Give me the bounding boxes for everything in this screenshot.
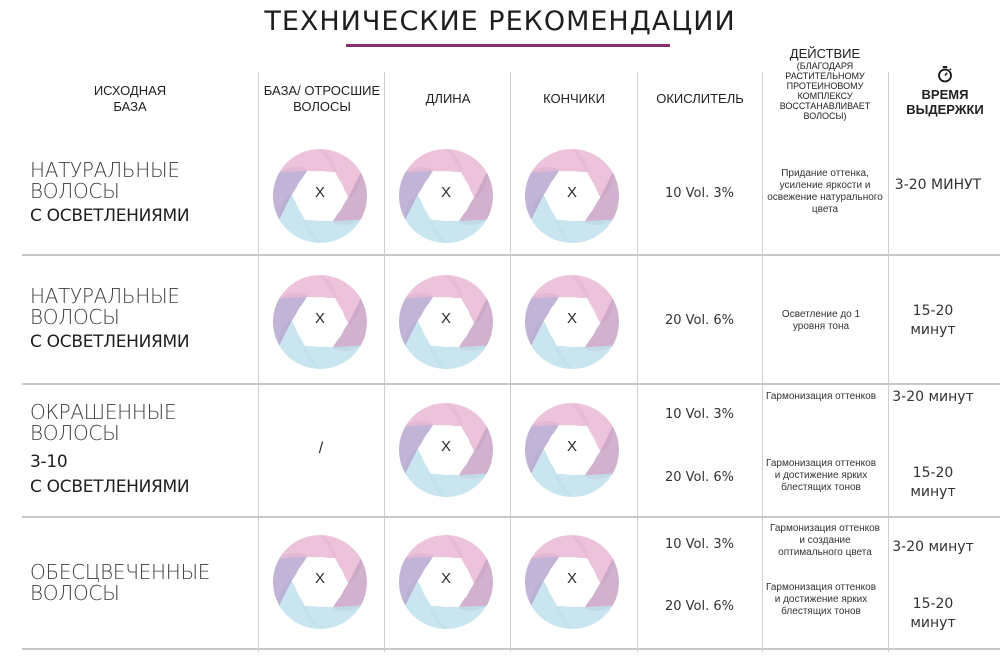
action-text: Осветление до 1 уровня тона (781, 309, 861, 332)
action-text: Гармонизация оттенков и создание оптимал… (769, 523, 880, 558)
page-title: ТЕХНИЧЕСКИЕ РЕКОМЕНДАЦИИ (264, 6, 736, 37)
aperture-ring-icon: X (396, 400, 496, 500)
header-length: ДЛИНА (425, 91, 471, 106)
time-value: 15-20 минут (910, 596, 956, 631)
ends-mark: X (566, 310, 577, 327)
column-divider (258, 72, 259, 652)
row-label-thin: ОКРАШЕННЫЕ ВОЛОСЫ (30, 400, 177, 445)
time-value: 15-20 минут (910, 465, 956, 500)
column-divider (637, 72, 638, 652)
aperture-ring-icon: X (396, 532, 496, 632)
header-time: ВРЕМЯ ВЫДЕРЖКИ (890, 56, 1000, 126)
length-mark: X (440, 184, 451, 201)
ends-mark: X (566, 438, 577, 455)
title-underline (346, 44, 670, 47)
row-label-thin: ОБЕСЦВЕЧЕННЫЕ ВОЛОСЫ (30, 560, 211, 605)
ends-mark: X (566, 570, 577, 587)
header-time-label: ВРЕМЯ ВЫДЕРЖКИ (906, 87, 984, 117)
row-label-natural-1: НАТУРАЛЬНЫЕ ВОЛОСЫ С ОСВЕТЛЕНИЯМИ (30, 160, 230, 227)
aperture-ring-icon: X (522, 400, 622, 500)
row-label-bleached: ОБЕСЦВЕЧЕННЫЕ ВОЛОСЫ (30, 562, 240, 604)
row-divider (22, 254, 1000, 256)
header-action-title: ДЕЙСТВИЕ (789, 46, 861, 61)
aperture-ring-icon: X (396, 272, 496, 372)
length-mark: X (440, 570, 451, 587)
oxidant-value: 10 Vol. 3% (664, 407, 734, 422)
aperture-ring-icon: X (270, 532, 370, 632)
action-text: Придание оттенка, усиление яркости и осв… (767, 168, 883, 215)
row-label-colored: ОКРАШЕННЫЕ ВОЛОСЫ 3-10 С ОСВЕТЛЕНИЯМИ (30, 402, 230, 498)
action-text: Гармонизация оттенков (766, 391, 877, 402)
action-text: Гармонизация оттенков и достижение ярких… (766, 582, 877, 617)
column-divider (888, 72, 889, 652)
aperture-ring-icon: X (522, 272, 622, 372)
aperture-ring-icon: X (396, 146, 496, 246)
column-divider (384, 72, 385, 652)
length-mark: X (440, 310, 451, 327)
aperture-ring-icon: X (270, 272, 370, 372)
aperture-ring-icon: X (270, 146, 370, 246)
header-action: ДЕЙСТВИЕ (БЛАГОДАРЯ РАСТИТЕЛЬНОМУ ПРОТЕИ… (764, 44, 886, 124)
roots-mark: X (314, 184, 325, 201)
header-roots: БАЗА/ ОТРОСШИЕ ВОЛОСЫ (263, 83, 381, 114)
oxidant-value: 20 Vol. 6% (664, 470, 734, 485)
length-mark: X (440, 438, 451, 455)
row-label-thin: НАТУРАЛЬНЫЕ ВОЛОСЫ (30, 284, 180, 329)
row-label-bold: С ОСВЕТЛЕНИЯМИ (30, 206, 190, 226)
row-label-bold: С ОСВЕТЛЕНИЯМИ (30, 332, 190, 352)
stopwatch-icon (938, 66, 952, 83)
header-oxidant: ОКИСЛИТЕЛЬ (656, 91, 744, 106)
header-base: ИСХОДНАЯ БАЗА (93, 83, 167, 114)
roots-mark: X (314, 310, 325, 327)
row-divider (22, 648, 1000, 650)
row-label-natural-2: НАТУРАЛЬНЫЕ ВОЛОСЫ С ОСВЕТЛЕНИЯМИ (30, 286, 230, 353)
header-action-note: (БЛАГОДАРЯ РАСТИТЕЛЬНОМУ ПРОТЕИНОВОМУ КО… (779, 61, 871, 121)
roots-mark: X (314, 570, 325, 587)
action-text: Гармонизация оттенков и достижение ярких… (766, 458, 877, 493)
row-divider (22, 516, 1000, 518)
time-value: 15-20 минут (910, 303, 956, 338)
row-label-level: 3-10 (30, 452, 68, 472)
ends-mark: X (566, 184, 577, 201)
oxidant-value: 20 Vol. 6% (664, 599, 734, 614)
row-label-bold: С ОСВЕТЛЕНИЯМИ (30, 477, 190, 497)
aperture-ring-icon: X (522, 146, 622, 246)
oxidant-value: 20 Vol. 6% (664, 313, 734, 328)
aperture-ring-icon: X (522, 532, 622, 632)
column-divider (762, 72, 763, 652)
oxidant-value: 10 Vol. 3% (664, 537, 734, 552)
time-value: 3-20 минут (892, 539, 974, 555)
header-ends: КОНЧИКИ (543, 91, 605, 106)
column-divider (510, 72, 511, 652)
time-value: 3-20 МИНУТ (894, 177, 982, 193)
oxidant-value: 10 Vol. 3% (664, 186, 734, 201)
roots-mark: / (318, 440, 324, 457)
row-divider (22, 383, 1000, 385)
row-label-thin: НАТУРАЛЬНЫЕ ВОЛОСЫ (30, 158, 180, 203)
time-value: 3-20 минут (892, 389, 974, 405)
